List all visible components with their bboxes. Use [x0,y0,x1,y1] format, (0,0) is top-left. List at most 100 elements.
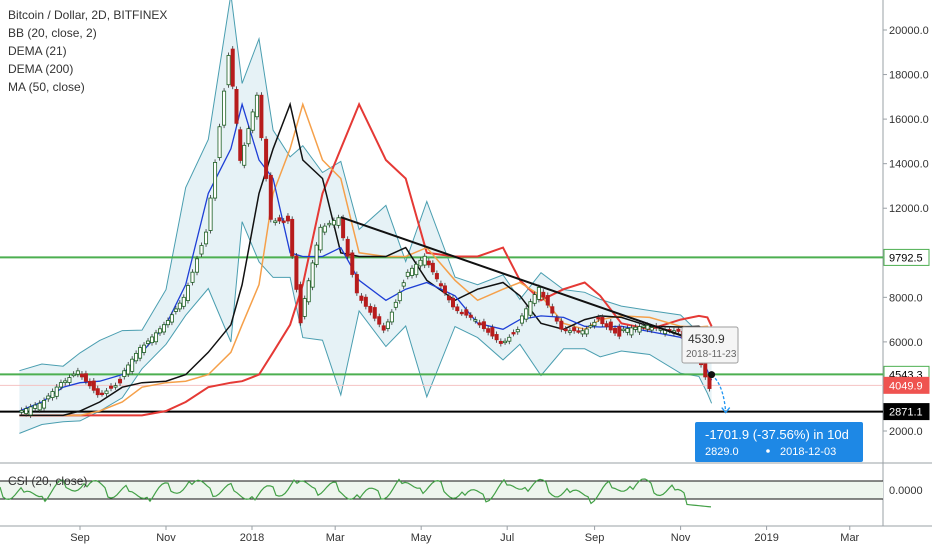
candle-body [204,231,209,245]
candle-body [600,316,605,325]
level-price-label-bg [883,248,930,266]
level-price-label: 9792.5 [889,252,923,264]
candle-body [576,330,581,333]
measure-tooltip-text: -1701.9 (-37.56%) in 10d [705,427,849,442]
dema-200-line [19,101,713,417]
candle-body [584,328,589,335]
candle-body [446,295,451,301]
candles [19,46,712,419]
candle-body [528,301,533,316]
candle-body [222,90,227,126]
candle-body [310,262,315,288]
candle-body [567,330,572,333]
candle-body [393,301,398,308]
candle-body [608,321,613,331]
candle-body [104,390,109,395]
y-tick-label: 20000.0 [889,25,929,37]
candle-body [536,287,541,300]
candle-body [322,225,327,233]
candle-body [503,340,508,344]
candle-body [426,260,431,266]
candle-body [645,324,650,330]
candle-body [246,128,251,145]
candle-body [676,328,681,332]
chart-legend: Bitcoin / Dollar, 2D, BITFINEX BB (20, c… [8,6,167,96]
candle-body [524,308,529,320]
dema-21-line [19,101,713,417]
projection-arrowhead [721,407,731,414]
candle-body [418,259,423,267]
x-tick-label: May [411,532,432,544]
candle-body [532,294,537,304]
candle-body [359,295,364,301]
candle-body [213,162,218,199]
candle-body [588,325,593,328]
y-tick-label: 18000.0 [889,70,929,82]
candle-body [33,404,38,409]
candle-body [703,361,708,378]
candle-body [422,255,427,266]
candle-body [230,48,235,87]
candle-body [162,324,167,333]
candle-body [414,263,419,276]
indicator-dema-21[interactable]: DEMA (21) [8,44,67,58]
measure-tooltip [695,422,863,462]
candle-body [592,321,597,327]
candle-body [134,352,139,362]
candle-body [79,373,84,378]
candle-body [464,309,469,316]
candle-body [550,306,555,314]
candle-body [95,388,100,396]
chart-title: Bitcoin / Dollar, 2D, BITFINEX [8,8,168,22]
candle-body [71,373,76,377]
candle-body [545,295,550,306]
measure-tooltip-date: 2018-12-03 [780,446,836,458]
candle-body [314,244,319,265]
candle-body [341,217,346,239]
candle-body [318,226,323,251]
candle-body [494,334,499,341]
candle-body [331,220,336,226]
candle-body [28,406,33,416]
indicator-bb[interactable]: BB (20, close, 2) [8,26,97,40]
candle-body [42,400,47,409]
candle-body [58,382,63,388]
candle-body [572,327,577,332]
candle-body [63,380,68,384]
candle-body [83,373,88,382]
candle-body [498,340,503,344]
candle-body [285,215,290,222]
level-price-label-bg [883,403,930,421]
candle-body [190,271,195,283]
candle-body [158,328,163,334]
candle-body [195,258,200,273]
candle-body [641,325,646,328]
x-tick-label: Jul [500,532,514,544]
candle-body [142,344,147,353]
candle-body [185,285,190,301]
indicator-ma-50[interactable]: MA (50, close) [8,80,85,94]
candle-body [46,395,51,400]
candle-body [50,391,55,398]
price-tooltip-date: 2018-11-23 [686,349,737,360]
indicator-dema-200[interactable]: DEMA (200) [8,62,74,76]
candle-body [67,377,72,383]
price-tooltip-value: 4530.9 [688,332,725,346]
candle-body [19,410,24,413]
candle-body [277,217,282,222]
csi-label[interactable]: CSI (20, close) [8,474,88,488]
candle-body [625,328,630,333]
measure-tooltip-value: 2829.0 [705,446,739,458]
candle-body [563,328,568,332]
x-tick-label: 2018 [240,532,264,544]
candle-body [281,220,286,223]
candle-body [468,314,473,318]
candle-body [481,321,486,330]
candle-body [199,245,204,255]
candle-body [385,321,390,329]
x-tick-label: Sep [585,532,605,544]
candle-body [54,386,59,397]
candle-body [541,291,546,298]
candle-body [511,332,516,335]
